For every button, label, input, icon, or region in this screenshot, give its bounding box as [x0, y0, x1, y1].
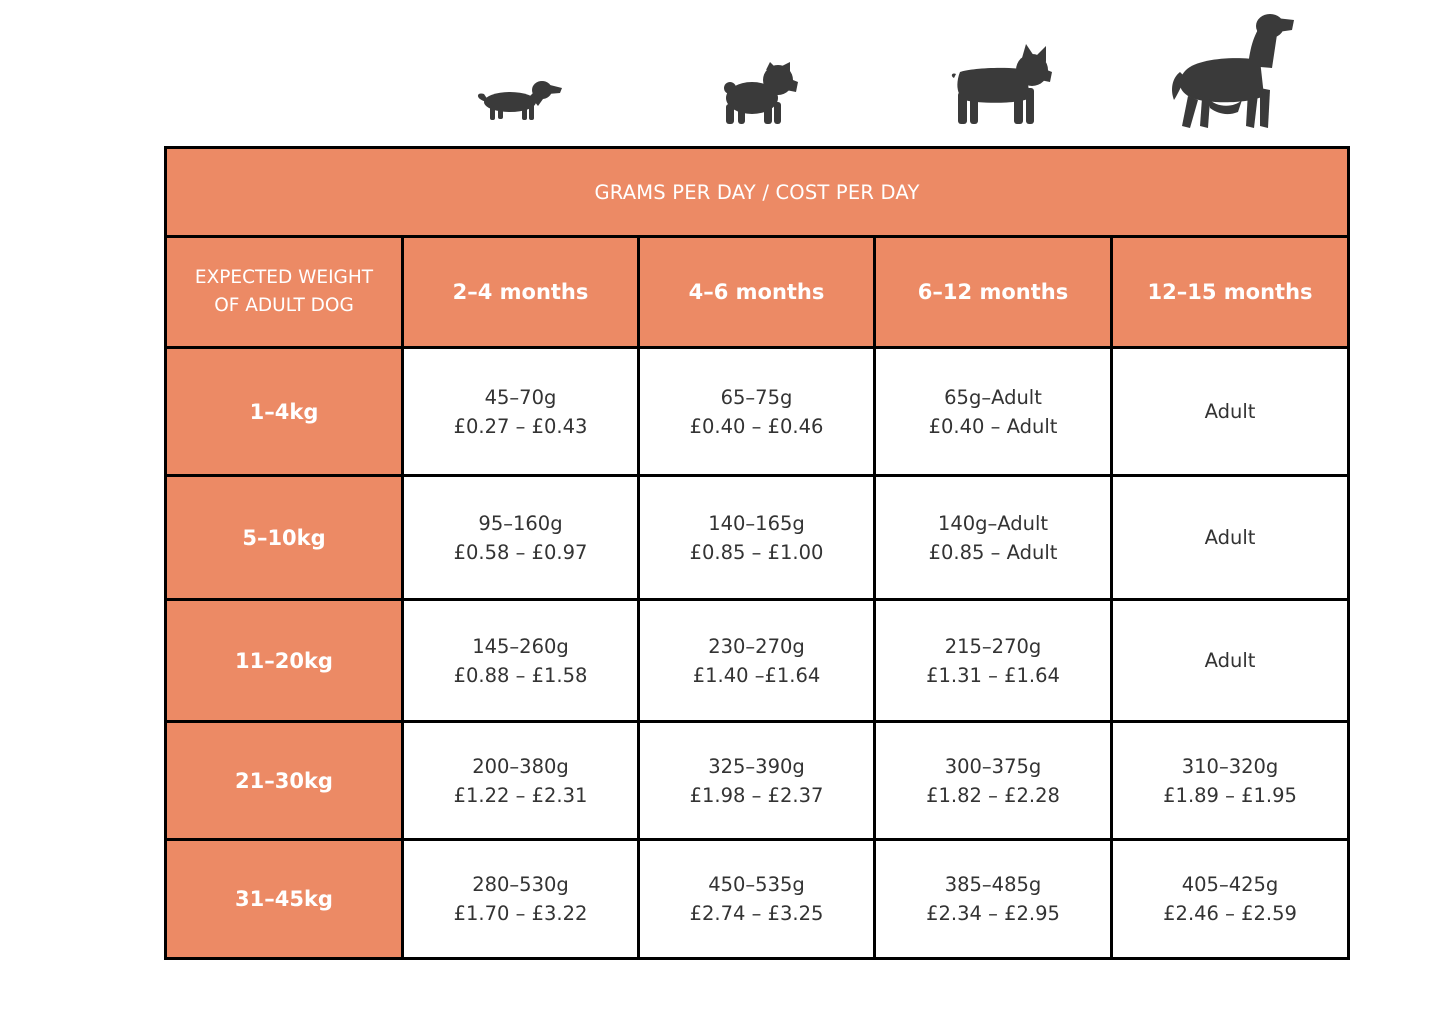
- weight-label: 11–20kg: [164, 598, 404, 723]
- grams-value: 310–320g: [1181, 754, 1279, 778]
- cost-value: £0.27 – £0.43: [453, 414, 588, 438]
- table-cell: 215–270g £1.31 – £1.64: [873, 598, 1113, 723]
- table-cell: 200–380g £1.22 – £2.31: [401, 720, 640, 841]
- table-cell: 140–165g £0.85 – £1.00: [637, 474, 876, 601]
- weight-header-line1: EXPECTED WEIGHT: [194, 267, 374, 288]
- cost-value: £0.58 – £0.97: [453, 540, 588, 564]
- table-cell: 145–260g £0.88 – £1.58: [401, 598, 640, 723]
- table-cell: 65g–Adult £0.40 – Adult: [873, 346, 1113, 477]
- cost-value: £0.40 – £0.46: [689, 414, 824, 438]
- cost-value: £0.40 – Adult: [928, 414, 1058, 438]
- grams-value: 325–390g: [708, 754, 805, 778]
- table-cell: 280–530g £1.70 – £3.22: [401, 838, 640, 960]
- weight-header-line2: OF ADULT DOG: [214, 295, 354, 316]
- table-cell: Adult: [1109, 474, 1351, 601]
- table-cell: 230–270g £1.40 –£1.64: [637, 598, 876, 723]
- grams-value: 280–530g: [472, 873, 569, 896]
- weight-label: 31–45kg: [164, 838, 404, 960]
- age-header-4-6: 4–6 months: [637, 235, 876, 349]
- grams-value: 65–75g: [720, 385, 793, 409]
- grams-value: 300–375g: [944, 754, 1042, 778]
- grams-value: 140g–Adult: [937, 511, 1049, 535]
- dog-size-icons: [0, 0, 1445, 145]
- weight-column-header: EXPECTED WEIGHT OF ADULT DOG: [164, 235, 404, 349]
- table-cell: 95–160g £0.58 – £0.97: [401, 474, 640, 601]
- weight-label: 1–4kg: [164, 346, 404, 477]
- cost-value: £1.89 – £1.95: [1163, 783, 1297, 807]
- cost-value: £0.85 – £1.00: [689, 540, 824, 564]
- age-header-12-15: 12–15 months: [1109, 235, 1351, 349]
- table-cell: 310–320g £1.89 – £1.95: [1109, 720, 1351, 841]
- table-row: 11–20kg 145–260g £0.88 – £1.58 230–270g …: [164, 598, 1351, 723]
- grams-value: Adult: [1204, 526, 1256, 549]
- pug-icon: [724, 62, 798, 124]
- table-row: 31–45kg 280–530g £1.70 – £3.22 450–535g …: [164, 838, 1351, 960]
- grams-value: 405–425g: [1181, 873, 1279, 896]
- cost-value: £1.40 –£1.64: [692, 663, 821, 687]
- cost-value: £1.22 – £2.31: [453, 783, 588, 807]
- table-row: 5–10kg 95–160g £0.58 – £0.97 140–165g £0…: [164, 474, 1351, 601]
- grams-value: 215–270g: [944, 634, 1042, 658]
- dachshund-icon: [477, 81, 562, 120]
- table-cell: Adult: [1109, 346, 1351, 477]
- table-cell: 65–75g £0.40 – £0.46: [637, 346, 876, 477]
- age-header-6-12: 6–12 months: [873, 235, 1113, 349]
- table-cell: 45–70g £0.27 – £0.43: [401, 346, 640, 477]
- table-cell: 405–425g £2.46 – £2.59: [1109, 838, 1351, 960]
- grams-value: 450–535g: [708, 873, 805, 896]
- cost-value: £1.70 – £3.22: [453, 902, 588, 925]
- cost-value: £1.31 – £1.64: [926, 663, 1060, 687]
- table-cell: 450–535g £2.74 – £3.25: [637, 838, 876, 960]
- grams-value: Adult: [1204, 400, 1256, 423]
- grams-value: 230–270g: [708, 634, 805, 658]
- spaniel-icon: [1172, 14, 1294, 128]
- table-row: 21–30kg 200–380g £1.22 – £2.31 325–390g …: [164, 720, 1351, 841]
- grams-value: 95–160g: [478, 511, 563, 535]
- title-row: GRAMS PER DAY / COST PER DAY: [163, 146, 1351, 238]
- table-cell: 300–375g £1.82 – £2.28: [873, 720, 1113, 841]
- weight-label: 21–30kg: [164, 720, 404, 841]
- table-row: 1–4kg 45–70g £0.27 – £0.43 65–75g £0.40 …: [164, 346, 1351, 477]
- grams-value: 200–380g: [472, 754, 569, 778]
- cost-value: £2.34 – £2.95: [926, 902, 1060, 925]
- cost-value: £0.88 – £1.58: [453, 663, 588, 687]
- grams-value: 145–260g: [472, 634, 569, 658]
- grams-value: 45–70g: [484, 385, 557, 409]
- french-bulldog-icon: [951, 44, 1052, 124]
- header-row: EXPECTED WEIGHT OF ADULT DOG 2–4 months …: [164, 235, 1351, 349]
- table-cell: 325–390g £1.98 – £2.37: [637, 720, 876, 841]
- grams-value: 385–485g: [944, 873, 1042, 896]
- table-title: GRAMS PER DAY / COST PER DAY: [163, 146, 1351, 238]
- cost-value: £1.98 – £2.37: [689, 783, 824, 807]
- age-header-2-4: 2–4 months: [401, 235, 640, 349]
- table-cell: 385–485g £2.34 – £2.95: [873, 838, 1113, 960]
- weight-label: 5–10kg: [164, 474, 404, 601]
- grams-value: 65g–Adult: [944, 385, 1042, 409]
- table-cell: 140g–Adult £0.85 – Adult: [873, 474, 1113, 601]
- grams-value: 140–165g: [708, 511, 805, 535]
- grams-value: Adult: [1204, 649, 1256, 672]
- cost-value: £2.74 – £3.25: [689, 902, 824, 925]
- table-cell: Adult: [1109, 598, 1351, 723]
- cost-value: £1.82 – £2.28: [926, 783, 1060, 807]
- cost-value: £0.85 – Adult: [928, 540, 1058, 564]
- feeding-guide-table: GRAMS PER DAY / COST PER DAY EXPECTED WE…: [163, 146, 1351, 960]
- cost-value: £2.46 – £2.59: [1163, 902, 1297, 925]
